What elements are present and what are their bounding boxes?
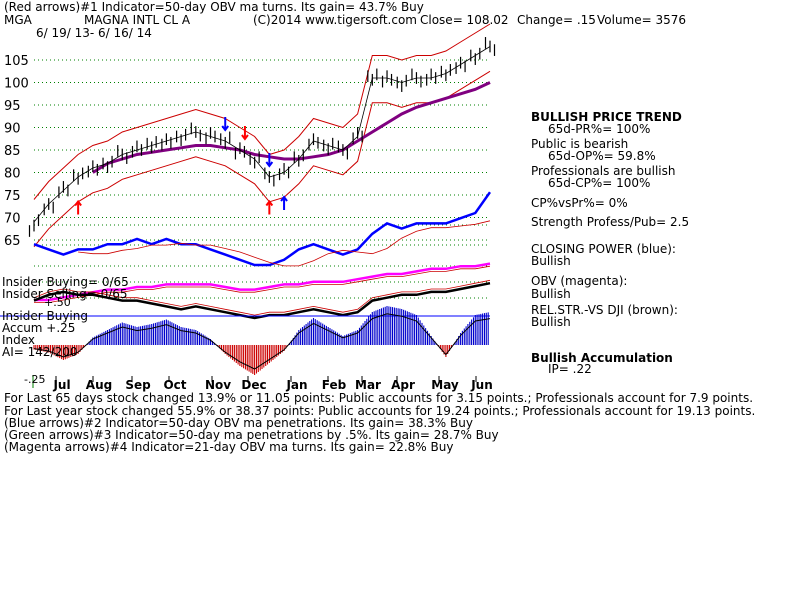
price-line — [33, 46, 491, 223]
y-tick-label: 75 — [4, 189, 21, 204]
y-tick-label: 90 — [4, 122, 21, 137]
accumulation-title: Bullish Accumulation — [531, 351, 673, 365]
month-label: Aug — [86, 378, 112, 392]
index-label: Index — [2, 333, 36, 347]
footer-green-arrows: (Green arrows)#3 Indicator=50-day ma pen… — [4, 428, 499, 442]
footer-65day: For Last 65 days stock changed 13.9% or … — [4, 391, 754, 405]
rel-strength-line — [33, 281, 491, 320]
footer-blue-arrows: (Blue arrows)#2 Indicator=50-day OBV ma … — [4, 416, 473, 430]
cp-vs-pr: CP%vsPr%= 0% — [531, 196, 628, 210]
closing-power-value: Bullish — [531, 254, 571, 268]
signal-arrow-head — [265, 161, 274, 168]
copyright: (C)2014 www.tigersoft.com — [253, 13, 417, 27]
obv-line — [34, 262, 491, 302]
volume: Volume= 3576 — [597, 13, 687, 27]
price-change: Change= .15 — [517, 13, 596, 27]
accumulation-ip: IP= .22 — [548, 362, 592, 376]
closing-power-ma-line — [78, 220, 491, 267]
month-label: Jun — [470, 378, 493, 392]
signal-arrow-head — [74, 199, 82, 207]
accum-plus50: +.50 — [44, 296, 71, 309]
ticker-symbol: MGA — [4, 13, 32, 27]
y-tick-label: 100 — [4, 77, 29, 92]
closing-power-title: CLOSING POWER (blue): — [531, 242, 676, 256]
month-label: Nov — [205, 378, 231, 392]
pros-title: Professionals are bullish — [531, 164, 676, 178]
month-label: Mar — [355, 378, 381, 392]
y-tick-label: 95 — [4, 99, 21, 114]
month-label: Jul — [52, 378, 70, 392]
signal-arrow-head — [241, 134, 249, 141]
y-tick-label: 105 — [4, 54, 29, 69]
trend-title: BULLISH PRICE TREND — [531, 110, 682, 124]
trend-pr: 65d-PR%= 100% — [548, 122, 651, 136]
insider-selling: Insider Selling= 0/65 — [2, 287, 128, 301]
signal-arrow-head — [221, 125, 230, 132]
insider-buying-label: Insider Buying — [2, 309, 88, 323]
signal-arrow-head — [280, 195, 288, 202]
obv-title: OBV (magenta): — [531, 274, 628, 288]
signal-arrow-head — [265, 199, 274, 207]
rel-strength-value: Bullish — [531, 315, 571, 329]
month-label: May — [431, 378, 459, 392]
header-indicator-line: (Red arrows)#1 Indicator=50-day OBV ma t… — [4, 0, 424, 14]
lower-band-line — [33, 70, 491, 248]
month-label: Dec — [241, 378, 266, 392]
footer-magenta-arrows: (Magenta arrows)#4 Indicator=21-day OBV … — [4, 440, 454, 454]
month-label: Sep — [125, 378, 151, 392]
ma50-line — [92, 81, 491, 174]
strength-ratio: Strength Profess/Pub= 2.5 — [531, 215, 690, 229]
y-tick-label: 65 — [4, 234, 21, 249]
public-title: Public is bearish — [531, 137, 629, 151]
y-tick-label: 70 — [4, 212, 21, 227]
footer-year: For Last year stock changed 55.9% or 38.… — [4, 404, 756, 418]
rel-strength-title: REL.STR.-VS DJI (brown): — [531, 303, 678, 317]
company-name: MAGNA INTL CL A — [84, 13, 191, 27]
upper-band-line — [33, 23, 491, 200]
date-range: 6/ 19/ 13- 6/ 16/ 14 — [36, 26, 152, 40]
accum-label: Accum +.25 — [2, 321, 76, 335]
accum-minus25: -.25 — [24, 373, 46, 386]
y-tick-label: 85 — [4, 144, 21, 159]
month-label: Apr — [391, 378, 415, 392]
rel-strength-ma-line — [33, 279, 491, 316]
accum-ma-line — [33, 313, 491, 370]
public-op: 65d-OP%= 59.8% — [548, 149, 656, 163]
obv-ma-line — [34, 265, 491, 304]
ai-label: AI= 142/200 — [2, 345, 78, 359]
closing-power-line — [33, 191, 492, 267]
obv-value: Bullish — [531, 287, 571, 301]
month-label: Feb — [322, 378, 347, 392]
month-label: Oct — [163, 378, 186, 392]
pros-cp: 65d-CP%= 100% — [548, 176, 651, 190]
y-tick-label: 80 — [4, 167, 21, 182]
insider-buying: Insider Buying= 0/65 — [2, 275, 129, 289]
month-label: Jan — [285, 378, 307, 392]
close-price: Close= 108.02 — [420, 13, 509, 27]
